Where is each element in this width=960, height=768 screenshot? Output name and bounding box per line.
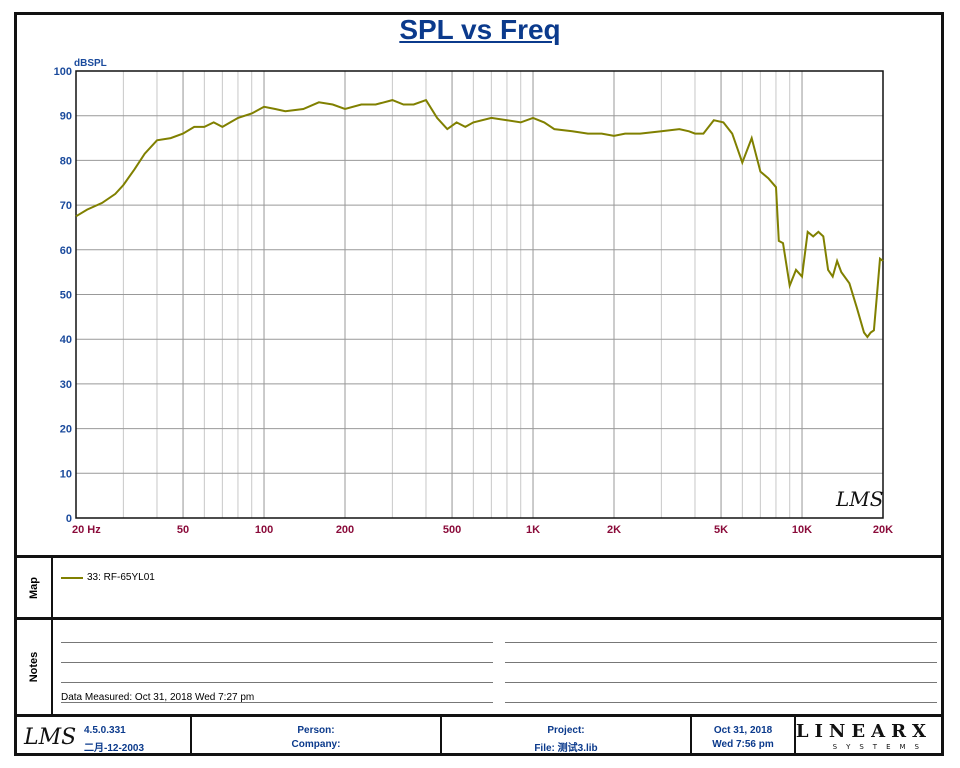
y-tick-label: 30 [60,379,72,391]
y-tick-labels: 0 10 20 30 40 50 60 70 80 90 100 [54,66,72,525]
x-tick-label: 2K [607,524,621,536]
footer-project-cell: Project: File: 测试3.lib [442,717,692,756]
linearx-sub-logo: SYSTEMS [832,743,928,751]
y-tick-label: 90 [60,111,72,123]
notes-line [61,642,493,643]
footer-time: Wed 7:56 pm [712,739,774,750]
legend-swatch [61,576,83,579]
x-tick-label: 20K [873,524,893,536]
notes-line [61,682,493,683]
version-date-text: 二月-12-2003 [84,743,145,754]
notes-label-box: Notes [17,620,53,714]
x-tick-label: 100 [255,524,273,536]
lms-logo: LMS [24,725,77,750]
y-tick-label: 100 [54,66,72,78]
y-tick-label: 20 [60,424,72,436]
report-frame [14,12,944,756]
y-tick-label: 50 [60,290,72,302]
notes-line [61,662,493,663]
notes-line [505,682,937,683]
legend: 33: RF-65YL01 [61,572,155,583]
footer-brand-cell: LINEARX SYSTEMS [796,717,938,756]
y-axis-label: dBSPL [74,58,107,69]
x-tick-label: 50 [177,524,189,536]
lms-watermark: LMS [835,487,883,511]
y-tick-label: 70 [60,200,72,212]
x-tick-label: 200 [336,524,354,536]
notes-line [505,662,937,663]
project-label: Project: [547,725,585,736]
spl-chart: 0 10 20 30 40 50 60 70 80 90 100 20 Hz 50 100 200 500 1… [54,58,894,536]
footer-date-cell: Oct 31, 2018 Wed 7:56 pm [692,717,796,756]
notes-label: Notes [28,651,40,683]
notes-line [505,642,937,643]
footer-date: Oct 31, 2018 [713,725,773,736]
footer-person-cell: Person: Company: [192,717,442,756]
footer-logo-cell: LMS 4.5.0.331 二月-12-2003 [14,717,192,756]
company-label: Company: [291,739,341,750]
map-section: Map 33: RF-65YL01 [17,558,941,617]
chart-grid [75,70,884,519]
divider-top [14,555,944,558]
data-measured-text: Data Measured: Oct 31, 2018 Wed 7:27 pm [61,692,255,703]
x-tick-label: 5K [714,524,728,536]
x-tick-label: 20 Hz [72,524,101,536]
notes-section: Notes Data Measured: Oct 31, 2018 Wed 7:… [17,620,941,714]
x-tick-label: 10K [792,524,812,536]
chart-title: SPL vs Freq [399,14,561,45]
y-tick-label: 80 [60,155,72,167]
notes-line [61,702,493,703]
y-tick-label: 40 [60,334,72,346]
version-text: 4.5.0.331 [84,725,126,736]
x-tick-label: 500 [443,524,461,536]
notes-line [505,702,937,703]
map-label: Map [28,576,40,599]
x-tick-labels: 20 Hz 50 100 200 500 1K 2K 5K 10K 20K [72,524,893,536]
linearx-logo: LINEARX [795,721,932,742]
footer-bar: LMS 4.5.0.331 二月-12-2003 Person: Company… [14,714,944,756]
divider-middle [14,617,944,620]
y-tick-label: 60 [60,245,72,257]
legend-entry: 33: RF-65YL01 [87,572,155,583]
y-tick-label: 0 [66,513,72,525]
x-tick-label: 1K [526,524,540,536]
file-label: File: 测试3.lib [534,743,598,754]
map-label-box: Map [17,558,53,617]
series-line-rf-65yl01 [75,98,884,339]
y-tick-label: 10 [60,468,72,480]
plot-border [75,70,884,519]
person-label: Person: [297,725,335,736]
